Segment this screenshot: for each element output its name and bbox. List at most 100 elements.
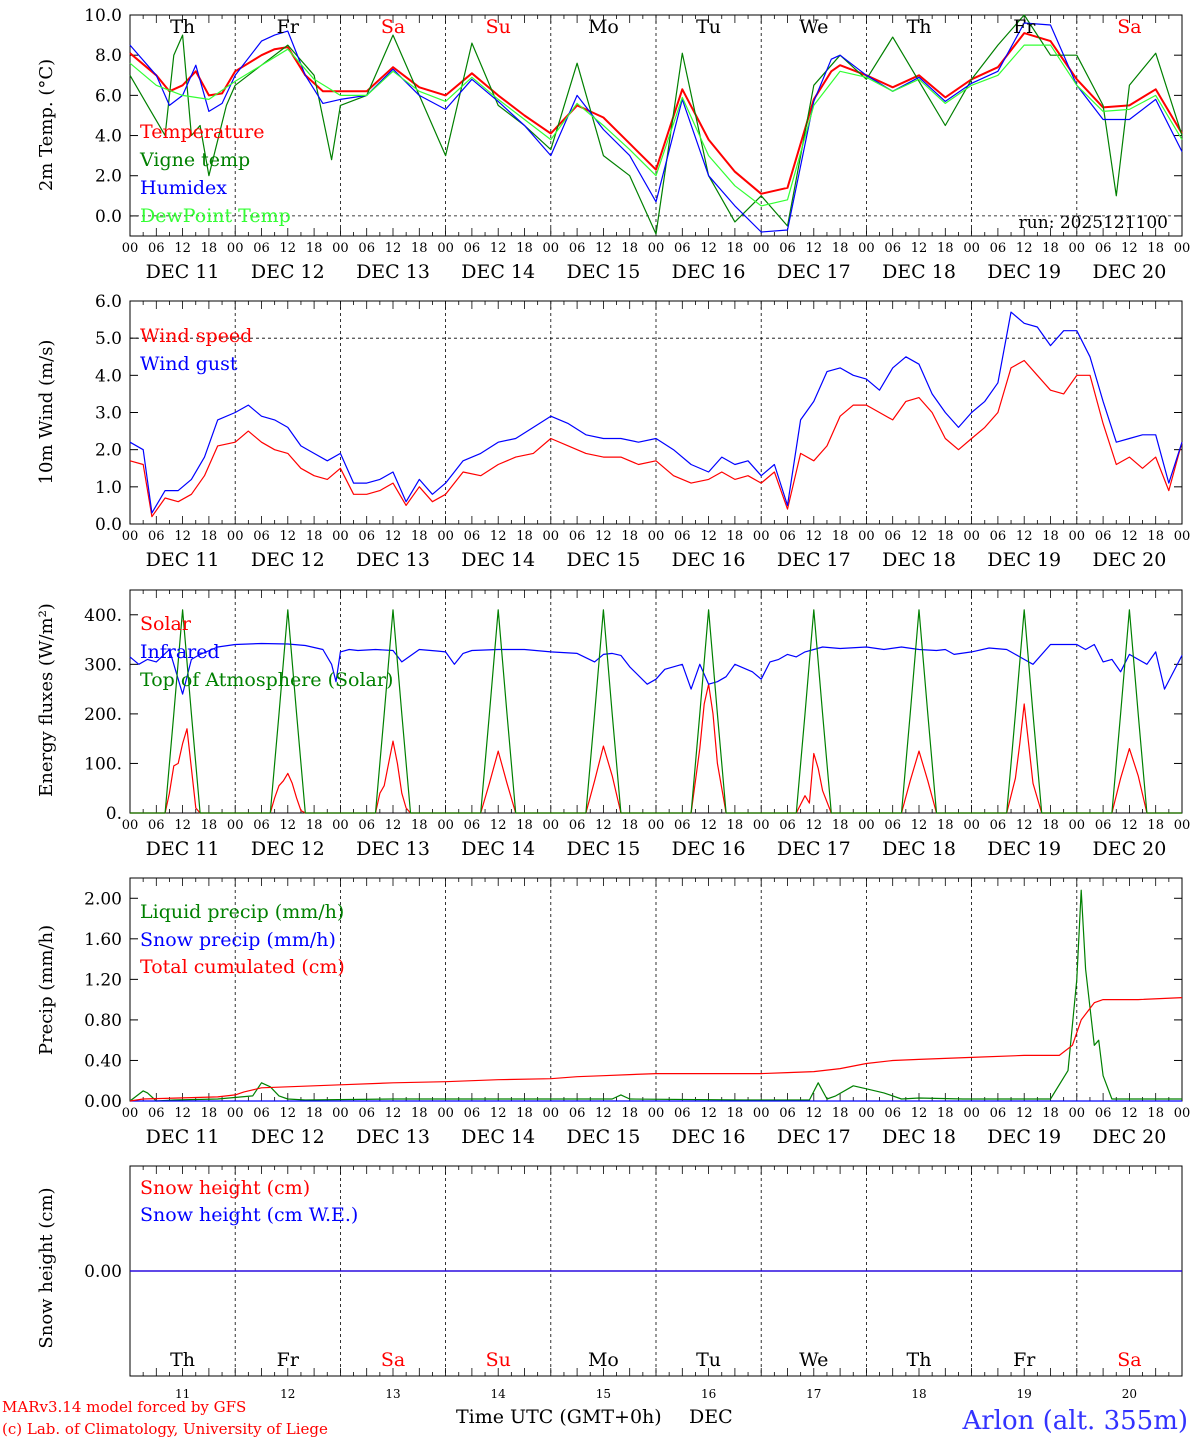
date-label: DEC 19 — [987, 261, 1061, 283]
hour-tick-label: 00 — [437, 241, 454, 256]
hour-tick-label: 12 — [806, 818, 823, 833]
hour-tick-label: 18 — [201, 818, 218, 833]
y-tick-label: 300. — [84, 655, 122, 675]
hour-tick-label: 06 — [779, 818, 796, 833]
hour-tick-label: 00 — [227, 1106, 244, 1121]
hour-tick-label: 00 — [648, 241, 665, 256]
date-label: DEC 20 — [1092, 838, 1166, 860]
y-axis-label: Snow height (cm) — [36, 1187, 57, 1348]
day-abbr: Fr — [277, 1349, 300, 1371]
legend-entry: DewPoint Temp — [140, 205, 291, 227]
hour-tick-label: 12 — [700, 1106, 717, 1121]
hour-tick-label: 00 — [648, 1106, 665, 1121]
hour-tick-label: 06 — [569, 241, 586, 256]
hour-tick-label: 12 — [385, 818, 402, 833]
hour-tick-label: 06 — [779, 241, 796, 256]
hour-tick-label: 06 — [779, 529, 796, 544]
day-abbr: Su — [486, 1349, 511, 1371]
hour-tick-label: 00 — [858, 529, 875, 544]
panel-energy: 0. 100. 200. 300. 400. Energy fluxes (W/m²) So… — [36, 589, 1190, 860]
day-abbr: Th — [907, 16, 932, 38]
hour-tick-label: 06 — [148, 529, 165, 544]
panel-snow: 0.00 Snow height (cm) Snow height (cm) Snow… — [36, 1165, 1183, 1401]
hour-tick-label: 06 — [358, 529, 375, 544]
hour-tick-label: 18 — [727, 241, 744, 256]
day-number: 19 — [1017, 1387, 1032, 1401]
hour-tick-label: 06 — [674, 818, 691, 833]
hour-tick-label: 00 — [963, 241, 980, 256]
day-abbr: Sa — [381, 1349, 405, 1371]
hour-tick-label: 18 — [832, 1106, 849, 1121]
hour-tick-label: 18 — [306, 818, 323, 833]
hour-tick-label: 00 — [122, 1106, 139, 1121]
y-tick-label: 4.0 — [95, 366, 122, 386]
legend-entry: Vigne temp — [139, 149, 250, 171]
date-label: DEC 17 — [777, 838, 851, 860]
hour-tick-label: 06 — [1095, 818, 1112, 833]
date-label: DEC 16 — [672, 261, 746, 283]
legend-entry: Snow height (cm W.E.) — [140, 1204, 358, 1226]
hour-tick-label: 00 — [963, 818, 980, 833]
day-abbr: Th — [907, 1349, 932, 1371]
hour-tick-label: 12 — [280, 241, 297, 256]
hour-tick-label: 00 — [753, 529, 770, 544]
day-number: 20 — [1122, 1387, 1137, 1401]
series-solar — [130, 683, 1182, 814]
date-label: DEC 16 — [672, 838, 746, 860]
hour-tick-label: 00 — [963, 1106, 980, 1121]
hour-tick-label: 00 — [227, 818, 244, 833]
hour-tick-label: 12 — [490, 818, 507, 833]
date-label: DEC 18 — [882, 261, 956, 283]
hour-tick-label: 00 — [437, 1106, 454, 1121]
date-label: DEC 19 — [987, 1126, 1061, 1148]
model-credit: MARv3.14 model forced by GFS — [2, 1398, 246, 1416]
time-axis-label: Time UTC (GMT+0h) — [456, 1406, 662, 1428]
hour-tick-label: 00 — [753, 1106, 770, 1121]
month-label: DEC — [689, 1406, 733, 1428]
hour-tick-label: 00 — [648, 818, 665, 833]
day-abbr: Th — [170, 1349, 195, 1371]
hour-tick-label: 00 — [332, 241, 349, 256]
y-tick-label: 0.40 — [84, 1051, 122, 1071]
date-label: DEC 15 — [566, 549, 640, 571]
hour-tick-label: 00 — [227, 529, 244, 544]
date-label: DEC 14 — [461, 261, 535, 283]
y-tick-label: 400. — [84, 606, 122, 626]
date-label: DEC 11 — [146, 1126, 220, 1148]
hour-tick-label: 00 — [963, 529, 980, 544]
hour-tick-label: 12 — [1121, 818, 1138, 833]
day-number: 15 — [596, 1387, 611, 1401]
hour-tick-label: 12 — [174, 529, 191, 544]
day-number: 11 — [175, 1387, 190, 1401]
hour-tick-label: 12 — [806, 1106, 823, 1121]
day-abbr: Tu — [696, 16, 721, 38]
hour-tick-label: 18 — [516, 529, 533, 544]
hour-tick-label: 06 — [674, 241, 691, 256]
hour-tick-label: 18 — [1042, 529, 1059, 544]
hour-tick-label: 00 — [122, 529, 139, 544]
hour-tick-label: 00 — [1174, 241, 1191, 256]
hour-tick-label: 18 — [727, 818, 744, 833]
panel-frame — [129, 300, 1183, 525]
date-label: DEC 18 — [882, 838, 956, 860]
hour-tick-label: 06 — [990, 529, 1007, 544]
date-label: DEC 13 — [356, 838, 430, 860]
hour-tick-label: 00 — [753, 241, 770, 256]
hour-tick-label: 06 — [884, 529, 901, 544]
hour-tick-label: 06 — [464, 241, 481, 256]
hour-tick-label: 18 — [621, 529, 638, 544]
hour-tick-label: 18 — [621, 1106, 638, 1121]
date-label: DEC 16 — [672, 549, 746, 571]
hour-tick-label: 18 — [201, 529, 218, 544]
hour-tick-label: 00 — [1069, 818, 1086, 833]
date-label: DEC 14 — [461, 549, 535, 571]
hour-tick-label: 12 — [911, 818, 928, 833]
hour-tick-label: 12 — [911, 241, 928, 256]
day-number: 13 — [385, 1387, 400, 1401]
hour-tick-label: 06 — [990, 1106, 1007, 1121]
hour-tick-label: 00 — [543, 241, 560, 256]
series-temperature — [129, 32, 1183, 195]
day-abbr: Mo — [588, 1349, 619, 1371]
hour-tick-label: 00 — [858, 241, 875, 256]
y-tick-label: 200. — [84, 705, 122, 725]
